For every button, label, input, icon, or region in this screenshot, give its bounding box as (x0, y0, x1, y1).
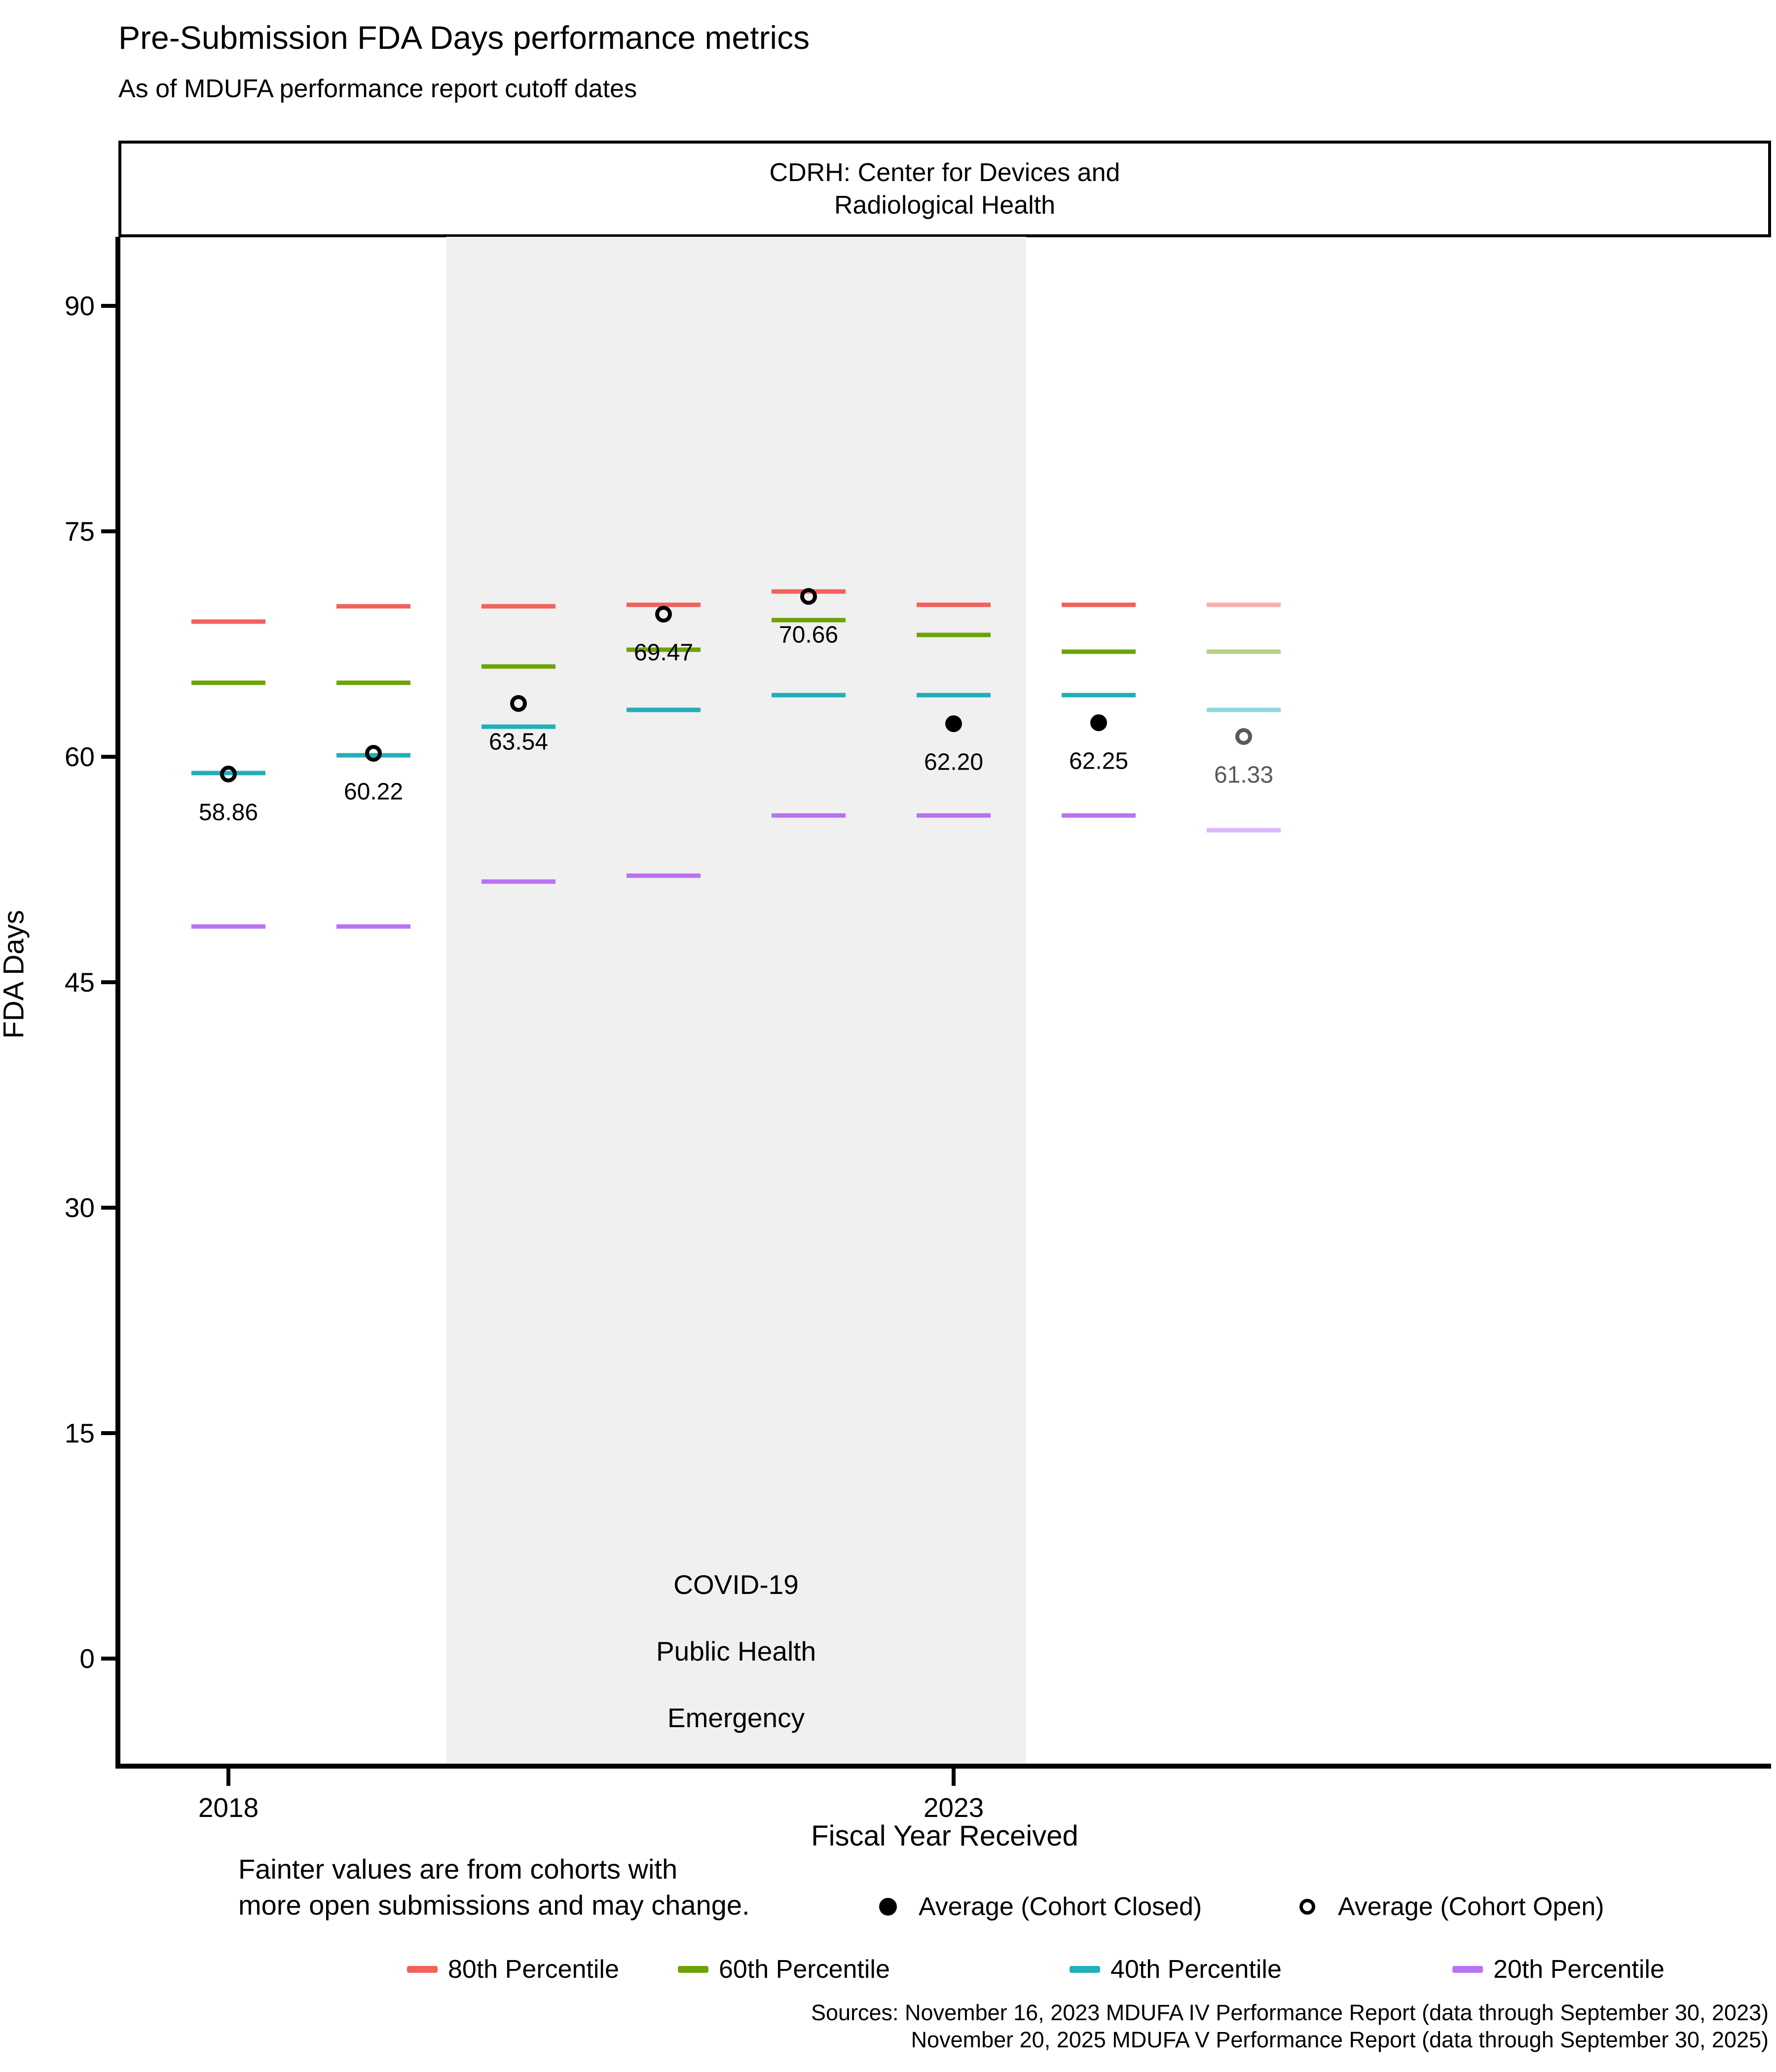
average-label-2022: 70.66 (778, 622, 839, 648)
y-tick-15 (101, 1431, 118, 1435)
legend-note-line2: more open submissions and may change. (238, 1889, 750, 1921)
page-subtitle: As of MDUFA performance report cutoff da… (118, 74, 637, 103)
facet-label-line1: CDRH: Center for Devices and (769, 158, 1120, 187)
legend-open-label: Average (Cohort Open) (1338, 1892, 1604, 1921)
legend-key-80th-percentile (407, 1966, 438, 1973)
segment-80th-percentile-2021 (627, 602, 701, 607)
caption-sources-line2: November 20, 2025 MDUFA V Performance Re… (911, 2027, 1769, 2052)
x-axis-line (115, 1764, 1771, 1769)
average-label-2018: 58.86 (198, 799, 259, 826)
y-tick-0 (101, 1657, 118, 1661)
segment-80th-percentile-2024 (1062, 602, 1136, 607)
segment-20th-percentile-2018 (191, 924, 265, 929)
caption-sources-line1: Sources: November 16, 2023 MDUFA IV Perf… (811, 2000, 1769, 2025)
facet-label-line2: Radiological Health (834, 191, 1056, 220)
legend-key-40th-percentile (1070, 1966, 1100, 1973)
segment-20th-percentile-2022 (772, 813, 846, 818)
y-tick-90 (101, 303, 118, 308)
legend-closed-dot-icon (879, 1898, 897, 1916)
segment-60th-percentile-2018 (191, 680, 265, 685)
x-tick-2018 (226, 1769, 230, 1786)
y-tick-75 (101, 529, 118, 533)
y-tick-label-30: 30 (64, 1192, 95, 1223)
page-title: Pre-Submission FDA Days performance metr… (118, 19, 810, 56)
covid-band (446, 237, 1026, 1765)
average-label-2021: 69.47 (633, 639, 694, 666)
average-label-2020: 63.54 (488, 729, 549, 755)
legend-note: Fainter values are from cohorts with mor… (238, 1851, 750, 1923)
y-axis-line (115, 237, 120, 1769)
covid-band-label-line2: Public Health (656, 1636, 816, 1666)
legend-key-20th-percentile (1452, 1966, 1483, 1973)
segment-60th-percentile-2020 (481, 664, 555, 669)
segment-40th-percentile-2020 (481, 724, 555, 729)
segment-60th-percentile-2019 (336, 680, 410, 685)
segment-40th-percentile-2023 (917, 693, 991, 698)
segment-40th-percentile-2025 (1207, 707, 1281, 712)
y-axis-title: FDA Days (0, 910, 30, 1039)
caption-sources: Sources: November 16, 2023 MDUFA IV Perf… (811, 1999, 1769, 2053)
average-marker-2020 (510, 695, 527, 712)
y-tick-label-75: 75 (64, 516, 95, 547)
y-tick-45 (101, 980, 118, 984)
segment-80th-percentile-2025 (1207, 602, 1281, 607)
legend-label-20th-percentile: 20th Percentile (1493, 1955, 1665, 1984)
x-axis-title: Fiscal Year Received (811, 1820, 1078, 1852)
segment-40th-percentile-2021 (627, 707, 701, 712)
average-marker-2023 (945, 715, 962, 732)
average-marker-2024 (1090, 714, 1107, 732)
average-marker-2021 (655, 606, 672, 623)
average-marker-2019 (365, 745, 382, 762)
legend-label-40th-percentile: 40th Percentile (1110, 1955, 1282, 1984)
y-tick-label-15: 15 (64, 1417, 95, 1448)
segment-80th-percentile-2023 (917, 602, 991, 607)
y-tick-label-60: 60 (64, 741, 95, 772)
legend-closed-label: Average (Cohort Closed) (919, 1892, 1202, 1921)
average-label-2024: 62.25 (1069, 748, 1129, 775)
segment-60th-percentile-2022 (772, 618, 846, 623)
segment-60th-percentile-2024 (1062, 649, 1136, 654)
y-tick-label-90: 90 (64, 290, 95, 321)
legend-label-60th-percentile: 60th Percentile (719, 1955, 890, 1984)
segment-20th-percentile-2020 (481, 879, 555, 884)
segment-80th-percentile-2020 (481, 604, 555, 609)
legend-label-80th-percentile: 80th Percentile (448, 1955, 619, 1984)
y-tick-label-45: 45 (64, 966, 95, 998)
segment-60th-percentile-2023 (917, 632, 991, 637)
y-tick-label-0: 0 (79, 1643, 95, 1674)
average-label-2019: 60.22 (343, 778, 404, 805)
average-label-2025: 61.33 (1214, 762, 1274, 788)
covid-band-label-line1: COVID-19 (673, 1569, 799, 1600)
y-tick-60 (101, 754, 118, 759)
legend-note-line1: Fainter values are from cohorts with (238, 1853, 678, 1885)
legend-open-dot-icon (1299, 1899, 1315, 1915)
segment-80th-percentile-2018 (191, 619, 265, 624)
average-marker-2018 (220, 765, 237, 782)
x-tick-label-2023: 2023 (923, 1792, 984, 1823)
y-tick-30 (101, 1205, 118, 1210)
segment-40th-percentile-2024 (1062, 693, 1136, 698)
legend-key-60th-percentile (678, 1966, 708, 1973)
average-marker-2022 (800, 588, 817, 605)
segment-20th-percentile-2023 (917, 813, 991, 818)
x-tick-label-2018: 2018 (198, 1792, 259, 1823)
segment-20th-percentile-2025 (1207, 828, 1281, 833)
average-label-2023: 62.20 (924, 749, 984, 776)
average-marker-2025 (1235, 728, 1252, 745)
facet-strip: CDRH: Center for Devices and Radiologica… (118, 141, 1771, 237)
segment-20th-percentile-2021 (627, 873, 701, 878)
x-tick-2023 (952, 1769, 956, 1786)
segment-60th-percentile-2021 (627, 647, 701, 652)
segment-20th-percentile-2019 (336, 924, 410, 929)
segment-20th-percentile-2024 (1062, 813, 1136, 818)
segment-60th-percentile-2025 (1207, 649, 1281, 654)
segment-80th-percentile-2019 (336, 604, 410, 609)
covid-band-label-line3: Emergency (667, 1702, 805, 1733)
segment-40th-percentile-2022 (772, 693, 846, 698)
